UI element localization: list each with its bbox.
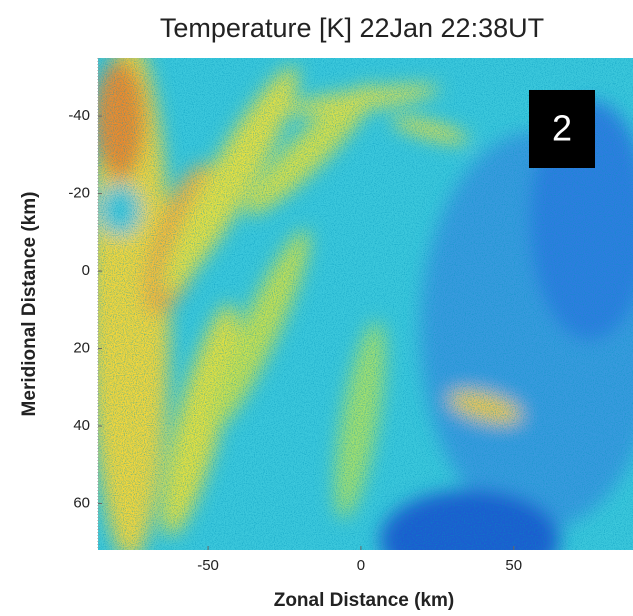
y-tick-label: -40 <box>68 107 90 124</box>
y-axis-label: Meridional Distance (km) <box>19 192 40 417</box>
panel-label: 2 <box>552 108 572 149</box>
y-tick-label: 40 <box>73 417 90 434</box>
y-tick-label: 60 <box>73 494 90 511</box>
x-tick-label: -50 <box>197 557 219 574</box>
y-tick-label: -20 <box>68 185 90 202</box>
chart-title: Temperature [K] 22Jan 22:38UT <box>160 13 544 43</box>
x-tick-label: 50 <box>505 557 522 574</box>
y-tick-label: 20 <box>73 340 90 357</box>
y-tick-label: 0 <box>82 262 90 279</box>
panel-badge <box>529 90 595 168</box>
x-axis-label: Zonal Distance (km) <box>274 590 455 611</box>
x-tick-label: 0 <box>357 557 365 574</box>
